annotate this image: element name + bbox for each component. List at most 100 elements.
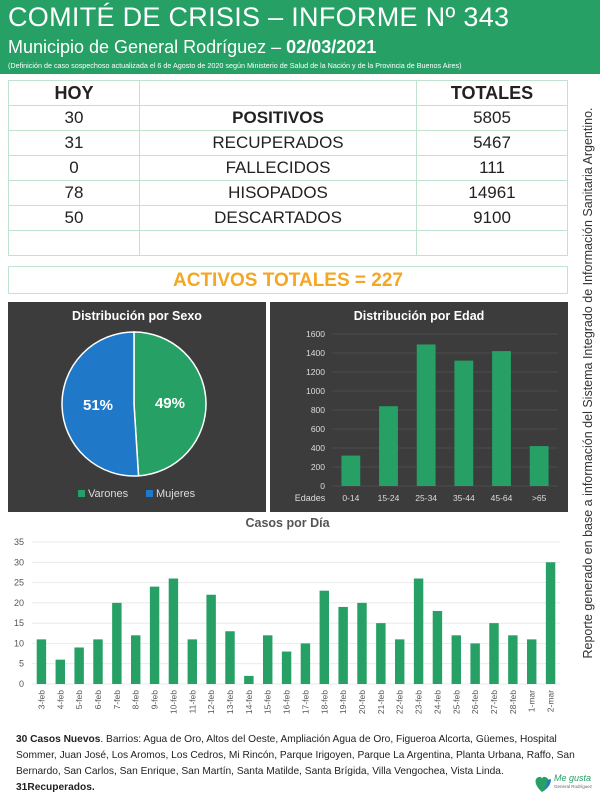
table-row: 31 RECUPERADOS 5467 <box>8 130 568 156</box>
y-tick-label: 1600 <box>306 329 325 339</box>
x-tick-label: 25-feb <box>451 690 461 714</box>
day-bar <box>263 635 273 684</box>
x-tick-label: 27-feb <box>489 690 499 714</box>
y-tick-label: 400 <box>311 443 325 453</box>
day-bar <box>168 578 179 684</box>
age-bar <box>341 455 361 486</box>
row-label: HISOPADOS <box>139 180 417 206</box>
x-tick-label: 23-feb <box>414 690 424 714</box>
x-axis-label: Edades <box>295 493 326 503</box>
x-tick-label: 35-44 <box>453 493 475 503</box>
row-label: RECUPERADOS <box>139 130 417 156</box>
age-bar <box>529 446 549 486</box>
x-tick-label: 4-feb <box>55 690 65 710</box>
sex-distribution-panel: Distribución por Sexo 49% 51% Varones Mujer… <box>8 302 266 512</box>
row-label: FALLECIDOS <box>139 155 417 181</box>
logo-text: Me gusta <box>554 773 592 783</box>
table-row: 30 POSITIVOS 5805 <box>8 105 568 131</box>
x-tick-label: 11-feb <box>187 690 197 714</box>
daily-cases-panel: Casos por Día 0 5 10 15 20 25 30 35 3-feb 4-feb 5-… <box>0 512 575 727</box>
x-tick-label: 21-feb <box>376 690 386 714</box>
total-value: 5467 <box>416 130 568 156</box>
activos-total: ACTIVOS TOTALES = 227 <box>8 266 568 294</box>
x-tick-label: 15-feb <box>263 690 273 714</box>
x-tick-label: 2-mar <box>546 690 556 712</box>
pie-slice-varones <box>133 331 207 477</box>
y-tick-label: 800 <box>311 405 325 415</box>
day-bar <box>36 639 47 684</box>
me-gusta-logo: Me gusta General Rodríguez <box>532 770 594 796</box>
today-value: 0 <box>8 155 140 181</box>
day-bar <box>55 659 65 684</box>
x-tick-label: 7-feb <box>112 690 122 710</box>
total-value: 5805 <box>416 105 568 131</box>
y-tick-label: 30 <box>14 557 24 567</box>
recuperados-count: 31Recuperados. <box>16 782 95 793</box>
y-tick-label: 1400 <box>306 348 325 358</box>
age-chart-title: Distribución por Edad <box>353 309 485 323</box>
day-bar <box>74 647 84 684</box>
pie-slice-mujeres <box>61 331 140 477</box>
x-tick-label: 19-feb <box>338 690 348 714</box>
definition-note: (Definición de caso sospechoso actualiza… <box>8 61 462 70</box>
day-bar <box>131 635 141 684</box>
logo-subtext: General Rodríguez <box>554 784 593 789</box>
table-row: 50 DESCARTADOS 9100 <box>8 205 568 231</box>
heart-icon <box>535 776 551 792</box>
barrios-list: . Barrios: Agua de Oro, Altos del Oeste,… <box>16 734 575 777</box>
today-value: 30 <box>8 105 140 131</box>
report-title: COMITÉ DE CRISIS – INFORME Nº 343 <box>8 2 510 32</box>
day-bar <box>93 639 103 684</box>
x-tick-label: 8-feb <box>131 690 141 710</box>
day-bar <box>244 675 254 684</box>
x-tick-label: 9-feb <box>150 690 160 710</box>
x-tick-label: 18-feb <box>319 690 329 714</box>
col-header-today: HOY <box>8 80 140 106</box>
y-tick-label: 10 <box>14 638 24 648</box>
age-bar <box>492 351 511 486</box>
x-tick-label: 5-feb <box>74 690 84 710</box>
x-tick-label: >65 <box>532 493 547 503</box>
day-bar <box>508 635 518 684</box>
x-tick-label: 0-14 <box>342 493 359 503</box>
row-label: DESCARTADOS <box>139 205 417 231</box>
row-label: POSITIVOS <box>139 105 417 131</box>
x-tick-label: 16-feb <box>282 690 292 714</box>
day-bar <box>395 639 405 684</box>
pie-value-label: 49% <box>155 395 185 412</box>
age-bar-chart: 0 200 400 600 800 1000 1200 1400 1600 Edades 0-14 1… <box>295 329 558 503</box>
x-tick-label: 13-feb <box>225 690 235 714</box>
col-header-blank <box>139 80 417 106</box>
x-tick-label: 20-feb <box>357 690 367 714</box>
y-tick-label: 35 <box>14 537 24 547</box>
source-note: Reporte generado en base a información d… <box>579 95 597 670</box>
y-tick-label: 600 <box>311 424 325 434</box>
x-tick-label: 24-feb <box>432 690 442 714</box>
x-tick-label: 12-feb <box>206 690 216 714</box>
y-tick-label: 15 <box>14 618 24 628</box>
day-bar <box>187 639 197 684</box>
day-bar <box>206 594 216 684</box>
empty-row <box>8 230 568 256</box>
x-tick-label: 6-feb <box>93 690 103 710</box>
day-bar <box>357 602 367 684</box>
table-row: 0 FALLECIDOS 111 <box>8 155 568 181</box>
sex-pie-chart: 49% 51% Varones Mujeres <box>61 331 207 500</box>
day-bar <box>149 586 160 684</box>
day-bar <box>300 643 311 684</box>
pie-value-label: 51% <box>83 397 113 414</box>
legend-swatch <box>146 490 153 497</box>
age-bar <box>454 360 474 486</box>
new-cases-lead: 30 Casos Nuevos <box>16 734 101 745</box>
x-tick-label: 3-feb <box>36 690 46 710</box>
today-value: 78 <box>8 180 140 206</box>
age-distribution-panel: Distribución por Edad 0 200 400 600 800 1000 1… <box>270 302 568 512</box>
y-tick-label: 1200 <box>306 367 325 377</box>
y-tick-label: 200 <box>311 462 325 472</box>
x-tick-label: 17-feb <box>300 690 310 714</box>
day-bar <box>281 651 292 684</box>
day-bar <box>470 643 480 684</box>
table-row: 78 HISOPADOS 14961 <box>8 180 568 206</box>
total-value: 9100 <box>416 205 568 231</box>
day-bar <box>376 623 386 684</box>
